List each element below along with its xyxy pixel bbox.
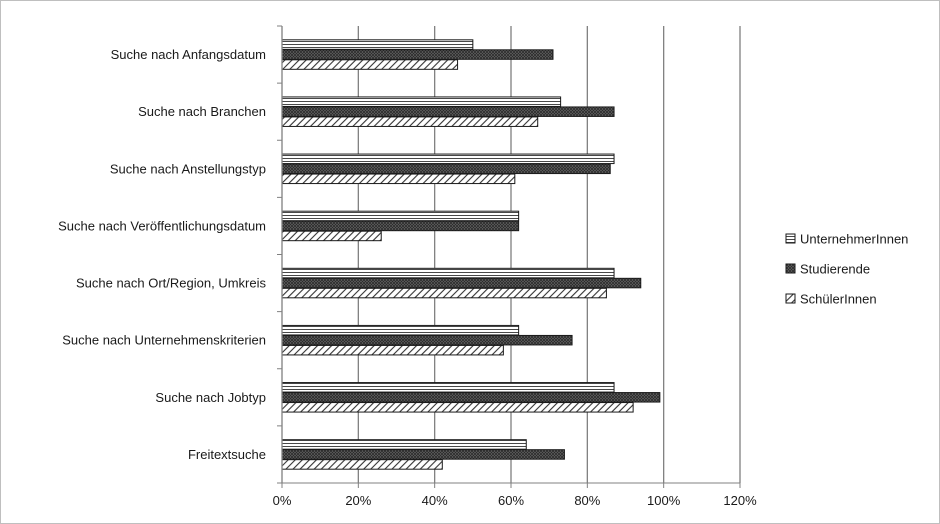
x-tick-label-60: 60% xyxy=(498,493,524,508)
x-tick-label-100: 100% xyxy=(647,493,681,508)
labels: 0% 20% 40% 60% 80% 100% 120% Suche nach Anfangs… xyxy=(58,47,757,508)
bar-0-7 xyxy=(281,439,527,450)
bar-0-5 xyxy=(281,324,520,336)
bar-1-1 xyxy=(281,106,615,117)
legend-label-1: Studierende xyxy=(800,262,870,277)
x-tick-label-20: 20% xyxy=(345,493,371,508)
legend-label-2: SchülerInnen xyxy=(800,292,877,307)
bar-0-0 xyxy=(281,39,474,50)
bars xyxy=(281,39,661,470)
bar-1-0 xyxy=(281,49,554,60)
legend-swatch-1 xyxy=(785,263,796,274)
bar-0-3 xyxy=(281,210,520,222)
bar-1-6 xyxy=(281,392,661,403)
category-label-1: Suche nach Branchen xyxy=(138,104,266,119)
bar-0-2 xyxy=(281,153,615,165)
category-label-7: Freitextsuche xyxy=(188,447,266,462)
bar-1-5 xyxy=(281,334,573,346)
bar-2-3 xyxy=(281,230,382,242)
legend-label-0: UnternehmerInnen xyxy=(800,232,908,247)
category-label-4: Suche nach Ort/Region, Umkreis xyxy=(76,276,267,291)
bar-0-6 xyxy=(281,382,615,393)
category-label-6: Suche nach Jobtyp xyxy=(155,390,266,405)
bar-0-4 xyxy=(281,267,615,279)
legend: UnternehmerInnen Studierende SchülerInnen xyxy=(785,232,908,307)
bar-2-7 xyxy=(281,459,443,470)
bar-1-2 xyxy=(281,163,611,175)
bar-2-2 xyxy=(281,173,516,185)
category-label-2: Suche nach Anstellungstyp xyxy=(110,161,266,176)
bar-1-7 xyxy=(281,449,565,460)
x-tick-label-0: 0% xyxy=(273,493,292,508)
x-tick-label-40: 40% xyxy=(422,493,448,508)
bar-0-1 xyxy=(281,96,562,107)
category-label-5: Suche nach Unternehmenskriterien xyxy=(62,333,266,348)
grid-lines xyxy=(357,26,741,483)
bar-2-1 xyxy=(281,116,539,127)
category-label-0: Suche nach Anfangsdatum xyxy=(111,47,266,62)
category-label-3: Suche nach Veröffentlichungsdatum xyxy=(58,218,266,233)
bar-2-4 xyxy=(281,287,607,299)
bar-1-3 xyxy=(281,220,520,232)
legend-swatch-2 xyxy=(785,293,796,304)
x-tick-label-120: 120% xyxy=(723,493,757,508)
axes xyxy=(277,25,741,488)
bar-2-0 xyxy=(281,59,459,70)
bar-2-5 xyxy=(281,344,504,356)
x-tick-label-80: 80% xyxy=(574,493,600,508)
legend-swatch-0 xyxy=(785,233,796,244)
bar-1-4 xyxy=(281,277,642,289)
bar-2-6 xyxy=(281,402,634,413)
